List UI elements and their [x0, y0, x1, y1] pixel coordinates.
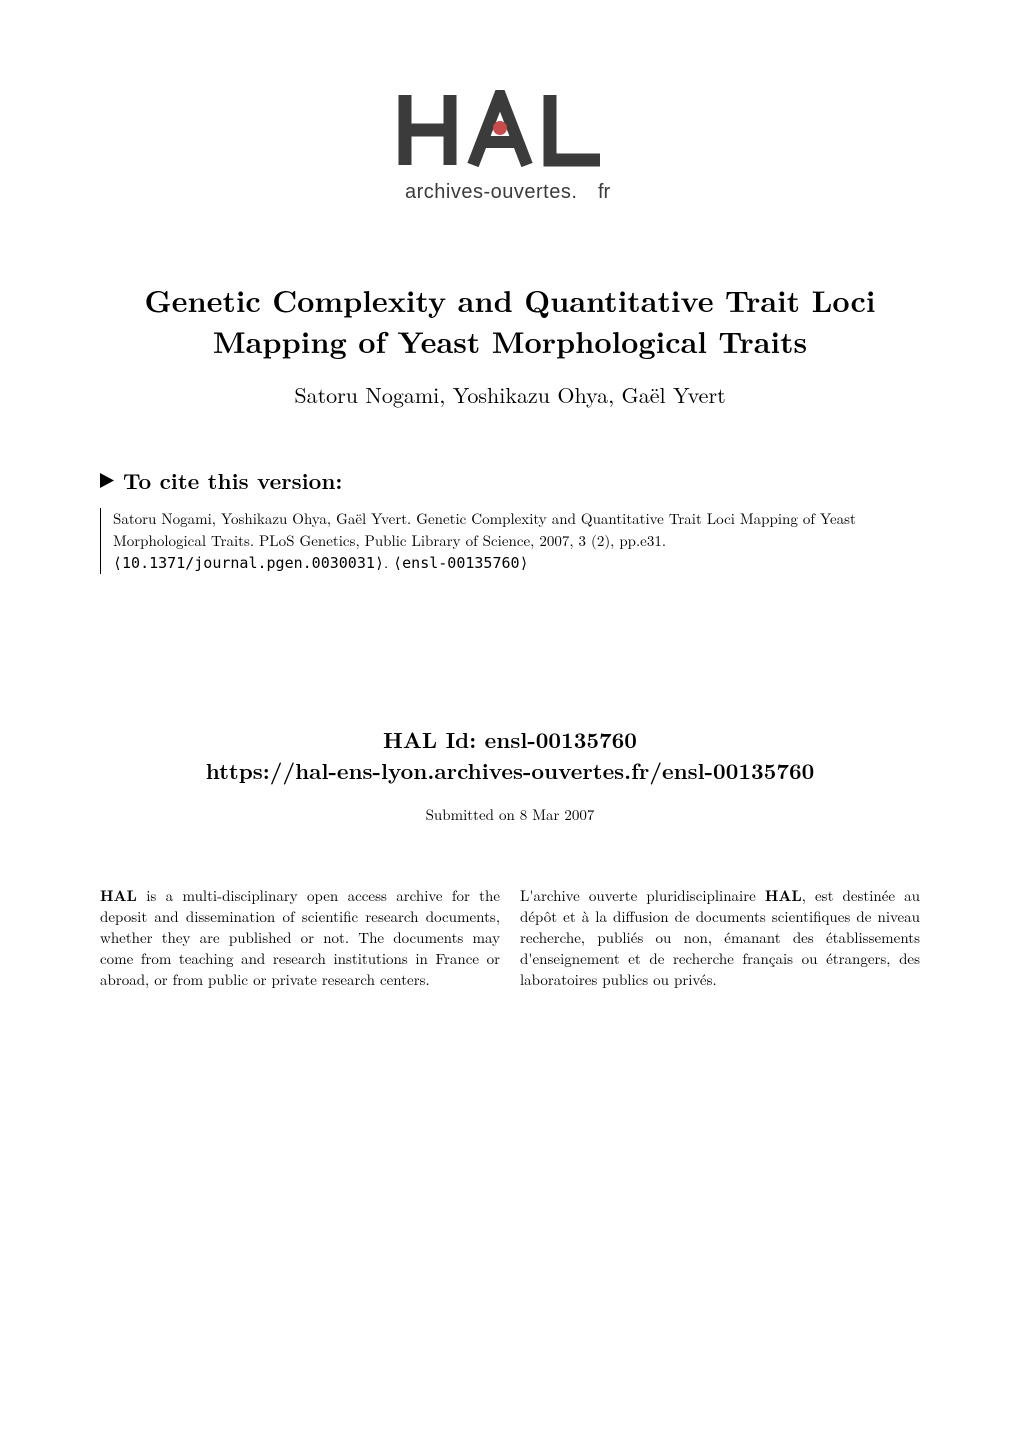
right-column: L'archive ouverte pluridisciplinaire HAL…	[520, 885, 920, 990]
citation-body: Satoru Nogami, Yoshikazu Ohya, Gaël Yver…	[113, 508, 856, 551]
title-line-1: Genetic Complexity and Quantitative Trai…	[145, 278, 876, 321]
play-icon	[100, 473, 115, 488]
cite-heading: To cite this version:	[123, 465, 342, 496]
citation-text: Satoru Nogami, Yoshikazu Ohya, Gaël Yver…	[100, 508, 920, 574]
right-col-bold: HAL	[765, 885, 802, 906]
hal-logo-container: archives-ouvertes. fr	[100, 90, 920, 210]
submitted-date: Submitted on 8 Mar 2007	[100, 804, 920, 825]
citation-halid: ⟨ensl-00135760⟩	[393, 554, 528, 572]
left-column: HAL is a multi-disciplinary open access …	[100, 885, 500, 990]
svg-text:archives-ouvertes.: archives-ouvertes.	[405, 181, 577, 203]
hal-logo: archives-ouvertes. fr	[395, 90, 625, 210]
hal-url: https://hal-ens-lyon.archives-ouvertes.f…	[100, 755, 920, 786]
citation-doi: ⟨10.1371/journal.pgen.0030031⟩	[113, 554, 384, 572]
paper-title: Genetic Complexity and Quantitative Trai…	[100, 280, 920, 361]
right-col-pre: L'archive ouverte pluridisciplinaire	[520, 885, 765, 906]
left-col-bold: HAL	[100, 885, 137, 906]
hal-id-block: HAL Id: ensl-00135760 https://hal-ens-ly…	[100, 724, 920, 786]
svg-text:fr: fr	[598, 181, 611, 203]
cite-section: To cite this version:	[100, 465, 920, 496]
authors: Satoru Nogami, Yoshikazu Ohya, Gaël Yver…	[100, 379, 920, 410]
title-line-2: Mapping of Yeast Morphological Traits	[213, 319, 807, 362]
citation-sep: .	[384, 552, 393, 573]
left-col-text: is a multi-disciplinary open access arch…	[100, 885, 500, 990]
description-columns: HAL is a multi-disciplinary open access …	[100, 885, 920, 990]
hal-id: HAL Id: ensl-00135760	[100, 724, 920, 755]
